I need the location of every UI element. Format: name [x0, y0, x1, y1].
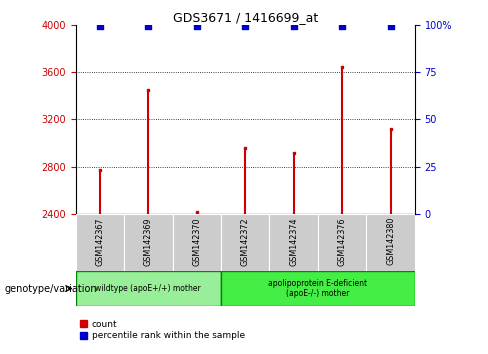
Point	[96, 23, 104, 29]
Bar	[76, 271, 221, 306]
Text: GSM142380: GSM142380	[386, 217, 395, 266]
Point	[193, 23, 201, 29]
Bar	[221, 214, 269, 271]
Text: GSM142372: GSM142372	[241, 217, 250, 266]
Text: apolipoprotein E-deficient
(apoE-/-) mother: apolipoprotein E-deficient (apoE-/-) mot…	[268, 279, 367, 298]
Legend: count, percentile rank within the sample: count, percentile rank within the sample	[80, 320, 245, 340]
Text: GSM142376: GSM142376	[338, 217, 346, 266]
Text: GSM142369: GSM142369	[144, 217, 153, 266]
Bar	[318, 214, 366, 271]
Point	[242, 23, 249, 29]
Bar	[124, 214, 173, 271]
Point	[338, 23, 346, 29]
Text: wildtype (apoE+/+) mother: wildtype (apoE+/+) mother	[96, 284, 201, 293]
Point	[144, 23, 152, 29]
Text: genotype/variation: genotype/variation	[5, 284, 98, 293]
Point	[290, 23, 298, 29]
Title: GDS3671 / 1416699_at: GDS3671 / 1416699_at	[173, 11, 318, 24]
Text: GSM142367: GSM142367	[95, 217, 104, 266]
Bar	[173, 214, 221, 271]
Text: GSM142370: GSM142370	[192, 217, 201, 266]
Bar	[76, 214, 124, 271]
Bar	[366, 214, 415, 271]
Text: GSM142374: GSM142374	[289, 217, 298, 266]
Point	[386, 23, 394, 29]
Bar	[269, 214, 318, 271]
Bar	[221, 271, 415, 306]
